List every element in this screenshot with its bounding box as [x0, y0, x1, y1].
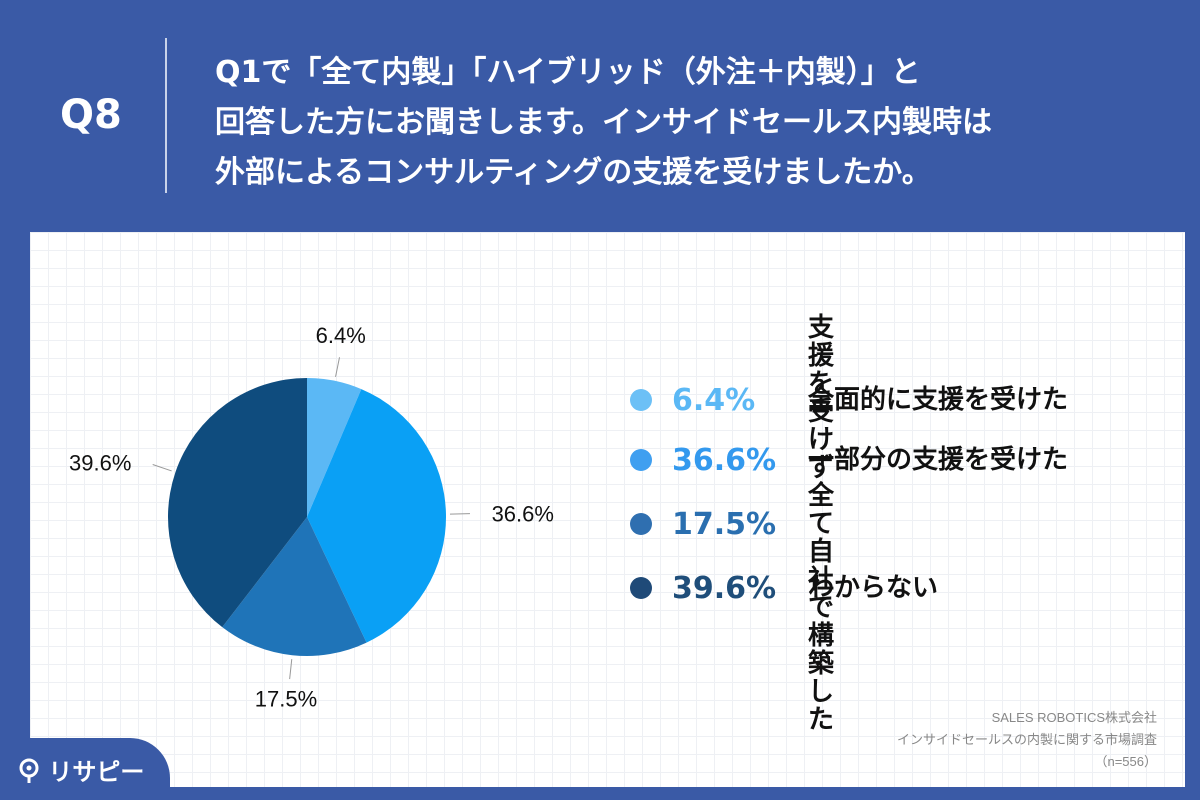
legend-label: 全面的に支援を受けた — [808, 385, 1069, 415]
pie-slice — [307, 389, 447, 643]
logo-name: リサピー — [48, 758, 145, 786]
legend-item: 39.6% わからない — [630, 558, 938, 618]
pie-slice — [222, 517, 367, 656]
pin-logo-icon — [19, 758, 39, 783]
legend-item: 6.4% 全面的に支援を受けた — [630, 370, 1068, 430]
leader-line — [152, 464, 172, 472]
slice-label: 6.4% — [316, 323, 366, 348]
slice-label: 17.5% — [255, 687, 317, 712]
legend-item: 36.6% 一部分の支援を受けた — [630, 430, 1068, 490]
question-line-1: Q1で「全て内製」「ハイブリッド（外注＋内製）」と — [215, 55, 921, 90]
legend-dot — [630, 513, 652, 535]
question-number: Q8 — [60, 92, 122, 138]
legend-label: 支援を受けず 全て自社で構築した — [808, 313, 835, 735]
question-text: Q1で「全て内製」「ハイブリッド（外注＋内製）」と 回答した方にお聞きします。イ… — [215, 48, 1175, 198]
slice-label: 36.6% — [492, 502, 554, 527]
legend-percent: 36.6% — [672, 442, 777, 478]
divider — [165, 38, 167, 193]
source-company: SALES ROBOTICS株式会社 — [991, 710, 1157, 725]
legend-dot — [630, 577, 652, 599]
question-line-3: 外部によるコンサルティングの支援を受けましたか。 — [215, 155, 932, 190]
legend-label: わからない — [808, 573, 939, 603]
legend-item: 17.5% 支援を受けず 全て自社で構築した — [630, 314, 834, 734]
slice-label: 39.6% — [69, 451, 131, 476]
logo-text: リサピー — [18, 752, 144, 787]
legend-dot — [630, 389, 652, 411]
legend-percent: 6.4% — [672, 382, 756, 418]
leader-line — [335, 357, 341, 377]
legend-dot — [630, 449, 652, 471]
legend-percent: 17.5% — [672, 506, 777, 542]
chart-card: 6.4% 36.6% 17.5% 39.6% 6.4% 全面的に支援を受けた 36.6… — [30, 232, 1185, 787]
pie-slice — [307, 378, 362, 517]
source-survey: インサイドセールスの内製に関する市場調査 — [896, 732, 1157, 747]
question-line-2: 回答した方にお聞きします。インサイドセールス内製時は — [215, 105, 992, 140]
header: Q8 Q1で「全て内製」「ハイブリッド（外注＋内製）」と 回答した方にお聞きしま… — [0, 0, 1200, 232]
pie-chart: 6.4% 36.6% 17.5% 39.6% — [69, 323, 554, 712]
legend-label: 一部分の支援を受けた — [808, 445, 1069, 475]
leader-line — [289, 659, 293, 680]
legend-percent: 39.6% — [672, 570, 777, 606]
source-sample: （n=556） — [1094, 754, 1157, 769]
brand-logo: リサピー — [0, 738, 170, 800]
pie-slice — [167, 378, 307, 628]
source-note: SALES ROBOTICS株式会社 インサイドセールスの内製に関する市場調査 … — [897, 707, 1157, 773]
